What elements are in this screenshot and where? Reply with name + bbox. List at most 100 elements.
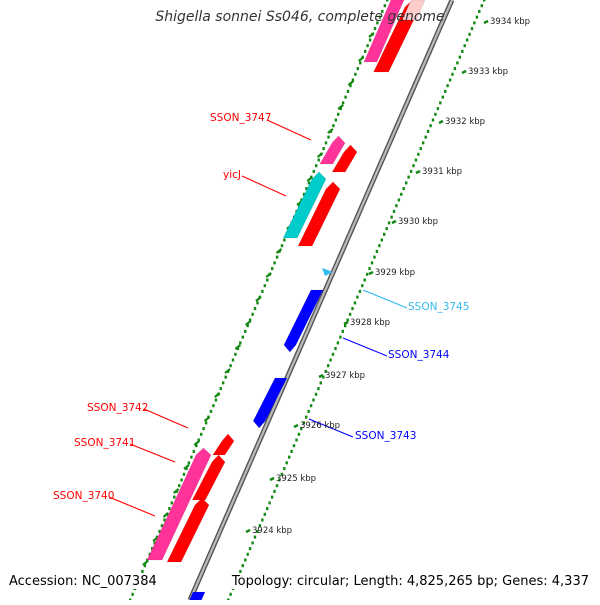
guide-dot (261, 289, 264, 293)
guide-dot (463, 44, 466, 48)
guide-dot (414, 158, 418, 162)
minor-tick-mark (265, 272, 272, 278)
guide-dot (383, 232, 386, 236)
gene-SSON_3747-pink (319, 135, 346, 165)
guide-dot (253, 307, 257, 311)
gene-label-SSON_3741: SSON_3741 (74, 437, 135, 449)
guide-dot (295, 438, 298, 442)
gene-SSON_3744 (283, 289, 324, 353)
guide-dot (173, 495, 176, 499)
guide-dot (280, 472, 283, 476)
leader-line-SSON_3745 (362, 289, 408, 309)
minor-tick-mark (224, 368, 231, 374)
leader-line-SSON_3740 (108, 496, 156, 517)
guide-dot (354, 72, 357, 76)
guide-dot (248, 318, 252, 322)
guide-dot (402, 187, 405, 191)
guide-dot (141, 569, 144, 573)
guide-dot (219, 387, 222, 391)
guide-dot (204, 421, 208, 425)
guide-dot (256, 301, 259, 305)
guide-dot (364, 49, 367, 53)
guide-dot (280, 244, 284, 248)
gene-SSON_3743 (252, 377, 288, 429)
guide-dot (446, 84, 449, 88)
guide-dot (251, 541, 254, 545)
guide-dot (151, 547, 154, 551)
leader-line-SSON_3747 (266, 119, 312, 141)
guide-dot (348, 312, 352, 316)
guide-dot (370, 261, 374, 265)
gene-label-SSON_3744: SSON_3744 (388, 349, 450, 361)
guide-dot (271, 267, 274, 271)
guide-dot (195, 444, 198, 448)
guide-dot (429, 124, 432, 128)
guide-dot (312, 169, 315, 173)
guide-dot (266, 278, 269, 282)
guide-dot (349, 84, 352, 88)
minor-tick-mark (244, 320, 252, 326)
guide-dot (456, 61, 459, 65)
scale-dotted-guide (129, 0, 489, 602)
guide-dot (358, 289, 362, 293)
guide-dot (209, 409, 213, 413)
guide-dot (436, 107, 440, 111)
guide-dot (168, 507, 171, 511)
guide-dot (327, 364, 330, 368)
guide-dot (390, 215, 393, 219)
guide-dot (359, 61, 362, 65)
map-title: Shigella sonnei Ss046, complete genome (155, 9, 445, 25)
guide-dot (319, 381, 322, 385)
guide-dot (339, 107, 342, 111)
backbone (187, 0, 455, 602)
guide-dot (273, 489, 276, 493)
minor-tick-mark (203, 416, 211, 422)
guide-dot (424, 135, 427, 139)
guide-dot (187, 461, 191, 465)
guide-dot (341, 101, 345, 105)
guide-dot (185, 467, 188, 471)
guide-dot (153, 541, 156, 545)
guide-dot (409, 169, 413, 173)
guide-dot (253, 535, 257, 539)
guide-dot (202, 427, 205, 431)
guide-dot (158, 529, 161, 533)
scale-tick-label: 3934 kbp (490, 17, 530, 27)
leader-line-SSON_3743 (308, 418, 354, 438)
guide-dot (407, 175, 410, 179)
guide-dot (197, 438, 200, 442)
leader-line-SSON_3742 (143, 408, 189, 429)
gene-label-SSON_3747: SSON_3747 (210, 112, 271, 124)
gene-label-SSON_3745: SSON_3745 (408, 301, 469, 313)
guide-dot (190, 455, 193, 459)
scale-tick-mark (438, 119, 444, 125)
scale-tick-mark (415, 169, 421, 175)
guide-dot (251, 312, 254, 316)
guide-dot (322, 147, 325, 151)
scale-tick-labels: 3924 kbp 3925 kbp 3926 kbp 3927 kbp 3928 kbp… (246, 17, 530, 587)
guide-dot (229, 592, 232, 596)
guide-dot (131, 592, 134, 596)
guide-dot (288, 455, 291, 459)
guide-dot (417, 152, 420, 156)
guide-dot (346, 318, 349, 322)
guide-dot (375, 249, 379, 253)
guide-dot (212, 404, 215, 408)
guide-dot (397, 198, 401, 202)
scale-tick-label: 3930 kbp (398, 217, 438, 227)
guide-dot (368, 38, 372, 42)
guide-dot (275, 484, 279, 488)
scale-tick-mark (343, 320, 349, 326)
guide-dot (431, 118, 435, 122)
guide-dot (380, 238, 383, 242)
guide-dot (180, 478, 183, 482)
leader-line-yicJ (241, 175, 287, 197)
minor-tick-mark (234, 344, 242, 350)
guide-dot (244, 558, 247, 562)
guide-dot (381, 9, 384, 13)
guide-dot (263, 284, 266, 288)
guide-dot (143, 564, 147, 568)
guide-dot (285, 461, 288, 465)
guide-dot (307, 409, 310, 413)
